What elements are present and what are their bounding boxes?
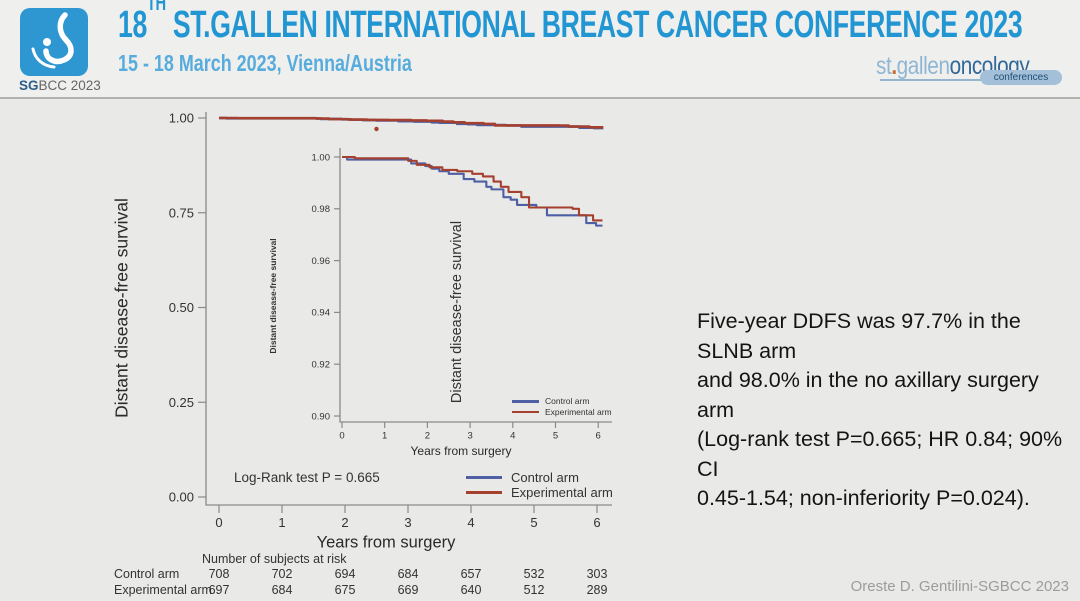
conference-subtitle: 15 - 18 March 2023, Vienna/Austria [118,50,412,76]
risk-value: 684 [397,567,419,581]
brand-dot: . [891,52,897,80]
main-plot-x-tick-label: 0 [215,515,222,530]
risk-table-title: Number of subjects at risk [202,552,347,566]
conference-title: 18TH ST.GALLEN INTERNATIONAL BREAST CANC… [118,0,1023,47]
risk-value: 684 [271,583,293,597]
brand-conferences-badge: conferences [980,70,1062,85]
risk-value: 675 [334,583,356,597]
inset-plot-x-tick-label: 0 [339,431,344,442]
title-text: ST.GALLEN INTERNATIONAL BREAST CANCER CO… [165,4,1023,46]
title-superscript: TH [146,0,166,16]
inset-plot-x-tick-label: 3 [467,431,472,442]
main-plot-x-tick-label: 3 [404,515,411,530]
result-text: Five-year DDFS was 97.7% in the SLNB arm… [697,307,1080,514]
inset-plot-y-tick-label: 0.98 [312,204,331,215]
risk-value: 657 [460,567,482,581]
sgbcc-logo [20,8,88,76]
inset-plot-x-tick-label: 2 [425,431,430,442]
main-plot-curve-experimental [219,116,604,129]
inset-plot-y-tick-label: 0.90 [312,411,331,422]
risk-value: 303 [586,567,608,581]
main-plot-y-tick-label: 0.00 [169,490,194,505]
main-legend: Control arm Experimental arm [466,470,613,500]
slide-header: SGBCC 2023 18TH ST.GALLEN INTERNATIONAL … [0,0,1080,99]
result-line: and 98.0% in the no axillary surgery arm [697,368,1039,422]
main-plot-x-tick-label: 2 [341,515,348,530]
risk-value: 512 [523,583,545,597]
main-plot-y-tick-label: 0.75 [169,205,194,220]
inset-plot-curve-control [342,155,603,227]
main-plot-y-tick-label: 1.00 [169,111,194,126]
control-line-swatch [466,476,502,479]
risk-value: 697 [208,583,230,597]
inset-plot-curve-experimental [342,155,603,222]
brand-underline [880,79,1058,81]
inset-plot-x-tick-label: 5 [553,431,558,442]
control-legend-label: Control arm [545,396,590,407]
main-plot-y-tick-label: 0.50 [169,300,194,315]
control-line-swatch [512,400,539,403]
experimental-line-swatch [466,491,502,494]
experimental-line-swatch [512,410,539,413]
control-legend-label: Control arm [511,470,579,485]
main-y-axis-label: Distant disease-free survival [111,198,132,418]
main-x-axis-label: Years from surgery [316,533,456,552]
main-plot-x-tick-label: 1 [278,515,285,530]
risk-value: 289 [586,583,608,597]
inset-y-axis-label-small: Distant disease-free survival [268,238,278,354]
main-legend-experimental: Experimental arm [466,485,613,500]
sgbcc-caption: SGBCC 2023 [19,78,101,93]
main-plot-axes [205,112,612,506]
result-line: (Log-rank test P=0.665; HR 0.84; 90% CI [697,427,1063,481]
inset-plot-y-tick-label: 0.94 [312,308,331,319]
sgbcc-caption-bold: SG [19,78,39,93]
risk-value: 669 [397,583,419,597]
result-line: 0.45-1.54; non-inferiority P=0.024). [697,486,1030,510]
risk-value: 694 [334,567,356,581]
brand-st: st [876,52,892,80]
experimental-legend-label: Experimental arm [545,406,612,417]
brand-gallen: gallen [896,52,950,80]
risk-value: 708 [208,567,230,581]
risk-row-label-control: Control arm [114,567,180,581]
inset-legend-control: Control arm [512,396,612,407]
inset-plot-y-tick-label: 0.92 [312,360,331,371]
inset-legend: Control arm Experimental arm [512,396,612,417]
inset-plot-x-tick-label: 1 [382,431,387,442]
risk-value: 640 [460,583,482,597]
footer-credit: Oreste D. Gentilini-SGBCC 2023 [850,578,1069,595]
experimental-legend-label: Experimental arm [511,485,613,500]
result-line: Five-year DDFS was 97.7% in the SLNB arm [697,309,1021,363]
title-number: 18 [118,4,147,46]
sgbcc-caption-rest: BCC 2023 [38,78,101,93]
inset-x-axis-label: Years from surgery [410,444,512,458]
stray-marker [374,126,379,132]
inset-plot-axes [339,148,612,423]
inset-legend-experimental: Experimental arm [512,407,612,418]
logrank-annotation: Log-Rank test P = 0.665 [234,470,380,485]
inset-plot-y-tick-label: 1.00 [312,152,331,163]
main-legend-control: Control arm [466,470,613,485]
risk-value: 532 [523,567,545,581]
stgallen-oncology-logo: st.gallenoncology conferences [876,52,1071,92]
inset-plot-x-tick-label: 6 [596,431,601,442]
main-plot-y-tick-label: 0.25 [169,395,194,410]
risk-value: 702 [271,567,293,581]
risk-row-label-experimental: Experimental arm [114,583,212,597]
inset-plot-x-tick-label: 4 [510,431,515,442]
breast-glyph-icon [31,12,74,69]
inset-plot-y-tick-label: 0.96 [312,256,331,267]
main-plot-x-tick-label: 6 [593,515,600,530]
main-plot-x-tick-label: 4 [467,515,474,530]
inset-y-axis-label-mid: Distant disease-free survival [449,220,465,404]
main-plot-x-tick-label: 5 [530,515,537,530]
